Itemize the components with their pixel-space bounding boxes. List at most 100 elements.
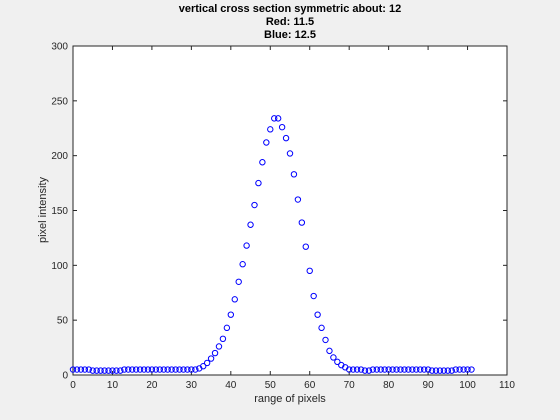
- y-tick-label: 200: [51, 151, 68, 162]
- data-point: [184, 366, 191, 373]
- data-point: [452, 366, 459, 373]
- plot-area: [72, 45, 508, 376]
- data-point: [176, 366, 183, 373]
- data-point: [152, 366, 160, 373]
- data-point: [464, 366, 471, 373]
- x-tick-label: 60: [304, 380, 316, 391]
- data-point: [278, 123, 286, 131]
- y-tick-label: 50: [57, 316, 69, 327]
- y-axis-label: pixel intensity: [37, 176, 49, 243]
- data-point: [89, 367, 96, 374]
- x-tick-label: 0: [70, 380, 76, 391]
- data-point: [128, 366, 136, 373]
- data-point: [417, 366, 424, 373]
- data-point: [334, 358, 341, 366]
- x-tick-label: 100: [459, 380, 476, 391]
- data-point: [105, 367, 112, 374]
- data-point: [361, 367, 369, 374]
- x-tick-label: 90: [423, 380, 435, 391]
- data-point: [420, 366, 428, 373]
- data-point: [188, 366, 195, 373]
- chart-title-line-2: Red: 11.5: [266, 16, 314, 28]
- data-point: [140, 366, 148, 373]
- data-point: [125, 366, 132, 373]
- data-point: [132, 366, 140, 373]
- data-point: [247, 221, 254, 228]
- data-point: [77, 366, 85, 373]
- chart-title-line-1: vertical cross section symmetric about: …: [179, 3, 402, 15]
- data-point: [215, 343, 223, 350]
- data-point: [168, 366, 175, 373]
- data-point: [207, 355, 215, 362]
- chart-title-line-3: Blue: 12.5: [264, 29, 316, 41]
- data-point: [243, 242, 250, 249]
- data-point: [353, 366, 361, 373]
- y-tick-label: 150: [51, 206, 68, 217]
- data-point: [85, 366, 92, 373]
- x-tick-label: 20: [146, 380, 158, 391]
- data-point: [93, 367, 100, 374]
- data-point: [326, 347, 333, 355]
- data-point: [200, 363, 207, 370]
- data-point: [468, 366, 475, 373]
- x-tick-label: 110: [499, 380, 515, 391]
- data-point: [460, 366, 467, 373]
- data-point: [322, 336, 329, 344]
- data-point: [231, 296, 238, 303]
- data-point: [306, 267, 313, 275]
- data-point: [302, 243, 309, 250]
- data-point: [203, 359, 211, 367]
- y-tick-label: 300: [51, 42, 68, 53]
- data-point: [97, 367, 104, 374]
- data-point: [259, 159, 266, 166]
- data-point: [456, 366, 463, 373]
- x-tick-label: 80: [383, 380, 395, 391]
- data-point: [180, 366, 187, 373]
- data-point: [255, 179, 262, 187]
- data-point: [349, 366, 357, 373]
- data-point: [357, 366, 365, 373]
- data-point: [405, 366, 412, 373]
- data-point: [263, 139, 270, 146]
- data-point: [330, 354, 337, 361]
- data-point: [274, 115, 282, 122]
- data-point: [401, 366, 408, 373]
- data-point: [318, 324, 325, 332]
- x-tick-label: 30: [186, 380, 198, 391]
- data-point: [121, 366, 128, 373]
- data-point: [148, 366, 156, 373]
- data-point: [117, 367, 124, 374]
- data-point: [282, 134, 290, 142]
- data-point: [428, 367, 436, 374]
- data-point: [144, 366, 152, 373]
- data-point: [69, 366, 77, 373]
- data-point: [164, 366, 171, 373]
- data-point: [345, 366, 353, 373]
- data-point: [436, 367, 444, 374]
- data-point: [314, 311, 321, 318]
- x-tick-label: 50: [265, 380, 277, 391]
- data-point: [136, 366, 144, 373]
- data-point: [219, 335, 227, 343]
- data-point: [290, 171, 298, 178]
- data-point: [81, 366, 89, 373]
- data-point: [369, 366, 377, 373]
- data-point: [192, 366, 199, 373]
- data-point: [101, 367, 108, 374]
- x-tick-label: 10: [107, 380, 119, 391]
- x-tick-label: 40: [225, 380, 237, 391]
- data-point: [211, 349, 219, 357]
- y-tick-label: 0: [62, 371, 68, 382]
- x-axis: 0 10 20 30 40 50 60 70 80 90 100 110: [70, 46, 515, 391]
- data-point: [113, 367, 120, 374]
- x-tick-label: 70: [344, 380, 356, 391]
- data-point: [365, 367, 373, 374]
- data-point: [385, 366, 392, 373]
- data-point: [413, 366, 420, 373]
- x-axis-label: range of pixels: [254, 393, 326, 405]
- data-point: [160, 366, 167, 373]
- data-point: [235, 278, 242, 285]
- data-point: [109, 367, 116, 374]
- data-point: [397, 366, 404, 373]
